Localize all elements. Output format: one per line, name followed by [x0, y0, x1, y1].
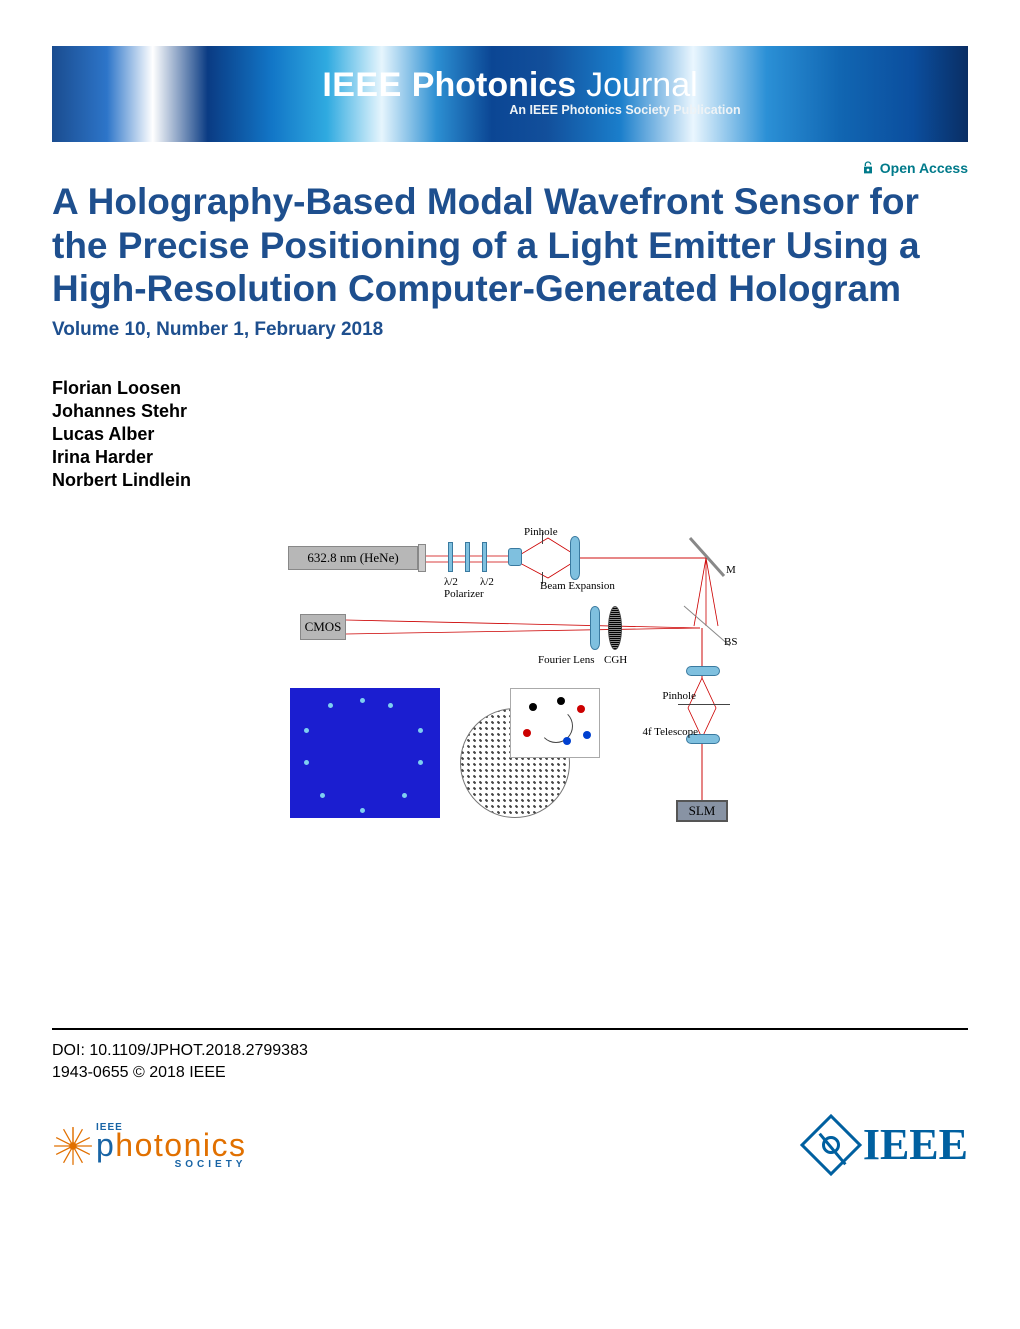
label-pinhole-top: Pinhole	[524, 526, 558, 538]
diffraction-dot	[304, 728, 309, 733]
volume-info: Volume 10, Number 1, February 2018	[52, 319, 968, 341]
diffraction-dot	[402, 793, 407, 798]
cgh-element-icon	[608, 606, 622, 650]
label-fourier-lens: Fourier Lens	[538, 654, 595, 666]
footer-logos: IEEE photonics SOCIETY IEEE	[52, 1119, 968, 1170]
cmos-label: CMOS	[305, 619, 342, 635]
diffraction-dot	[388, 703, 393, 708]
hologram-inset	[510, 688, 600, 758]
inset-dot	[529, 703, 537, 711]
diffraction-dot	[418, 760, 423, 765]
label-mirror: M	[726, 564, 736, 576]
collimating-lens-icon	[570, 536, 580, 580]
diffraction-dot	[304, 760, 309, 765]
inset-dot	[523, 729, 531, 737]
author: Norbert Lindlein	[52, 469, 968, 492]
sunburst-icon	[52, 1125, 94, 1167]
diffraction-dot	[328, 703, 333, 708]
label-polarizer: Polarizer	[444, 588, 484, 600]
photonics-society-logo: IEEE photonics SOCIETY	[52, 1122, 246, 1170]
label-lambda-right: λ/2	[480, 576, 494, 588]
banner-journal: Journal	[586, 66, 698, 105]
inset-dot	[557, 697, 565, 705]
author: Florian Loosen	[52, 377, 968, 400]
slm-label: SLM	[689, 803, 716, 819]
laser-label: 632.8 nm (HeNe)	[307, 550, 398, 566]
diffraction-dot	[360, 808, 365, 813]
copyright: 1943-0655 © 2018 IEEE	[52, 1062, 968, 1084]
banner-subtitle: An IEEE Photonics Society Publication	[509, 103, 740, 117]
telescope-lens1-icon	[686, 666, 720, 676]
open-lock-icon	[860, 160, 876, 176]
label-bs: BS	[724, 636, 737, 648]
right-pinhole-right-icon	[704, 704, 730, 705]
slm-device: SLM	[676, 800, 728, 822]
diffraction-dot	[320, 793, 325, 798]
cmos-detector: CMOS	[300, 614, 346, 640]
journal-banner: IEEE Photonics Journal An IEEE Photonics…	[52, 46, 968, 142]
ieee-logo-text: IEEE	[863, 1119, 968, 1170]
right-pinhole-left-icon	[678, 704, 704, 705]
label-lambda-left: λ/2	[444, 576, 458, 588]
label-cgh: CGH	[604, 654, 627, 666]
objective-icon	[508, 548, 522, 566]
half-wave-plate	[448, 542, 453, 572]
photonics-logo-rest: hotonics	[115, 1127, 246, 1163]
doi: DOI: 10.1109/JPHOT.2018.2799383	[52, 1040, 968, 1062]
author: Lucas Alber	[52, 423, 968, 446]
half-wave-plate	[482, 542, 487, 572]
doi-block: DOI: 10.1109/JPHOT.2018.2799383 1943-065…	[52, 1040, 968, 1083]
banner-text-block: IEEE Photonics Journal An IEEE Photonics…	[279, 66, 740, 117]
figure-container: 632.8 nm (HeNe) Pinhole λ/2 Polarizer λ/…	[52, 528, 968, 848]
banner-ieee: IEEE	[322, 66, 401, 105]
open-access-label: Open Access	[880, 160, 968, 176]
diffraction-dot	[418, 728, 423, 733]
horizontal-rule	[52, 1028, 968, 1030]
label-4f-telescope: 4f Telescope	[638, 726, 698, 738]
paper-title: A Holography-Based Modal Wavefront Senso…	[52, 180, 968, 311]
ieee-logo: IEEE	[809, 1119, 968, 1170]
optical-setup-diagram: 632.8 nm (HeNe) Pinhole λ/2 Polarizer λ/…	[270, 528, 750, 848]
inset-dot	[583, 731, 591, 739]
diffraction-pattern	[290, 688, 440, 818]
author: Irina Harder	[52, 446, 968, 469]
laser-source: 632.8 nm (HeNe)	[288, 546, 418, 570]
label-pinhole-right: Pinhole	[656, 690, 696, 702]
banner-photonics: Photonics	[412, 66, 576, 105]
ieee-diamond-icon	[800, 1114, 862, 1176]
open-access-row: Open Access	[52, 160, 968, 176]
inset-dot	[577, 705, 585, 713]
label-beam-expansion: Beam Expansion	[540, 580, 615, 592]
photonics-logo-p: p	[96, 1127, 115, 1163]
fourier-lens-icon	[590, 606, 600, 650]
page: IEEE Photonics Journal An IEEE Photonics…	[0, 0, 1020, 1210]
polarizer-element	[465, 542, 470, 572]
open-access-badge: Open Access	[860, 160, 968, 176]
laser-aperture	[418, 544, 426, 572]
inset-dot	[563, 737, 571, 745]
diffraction-dot	[360, 698, 365, 703]
author-list: Florian Loosen Johannes Stehr Lucas Albe…	[52, 377, 968, 492]
author: Johannes Stehr	[52, 400, 968, 423]
hologram-pattern	[460, 688, 592, 818]
